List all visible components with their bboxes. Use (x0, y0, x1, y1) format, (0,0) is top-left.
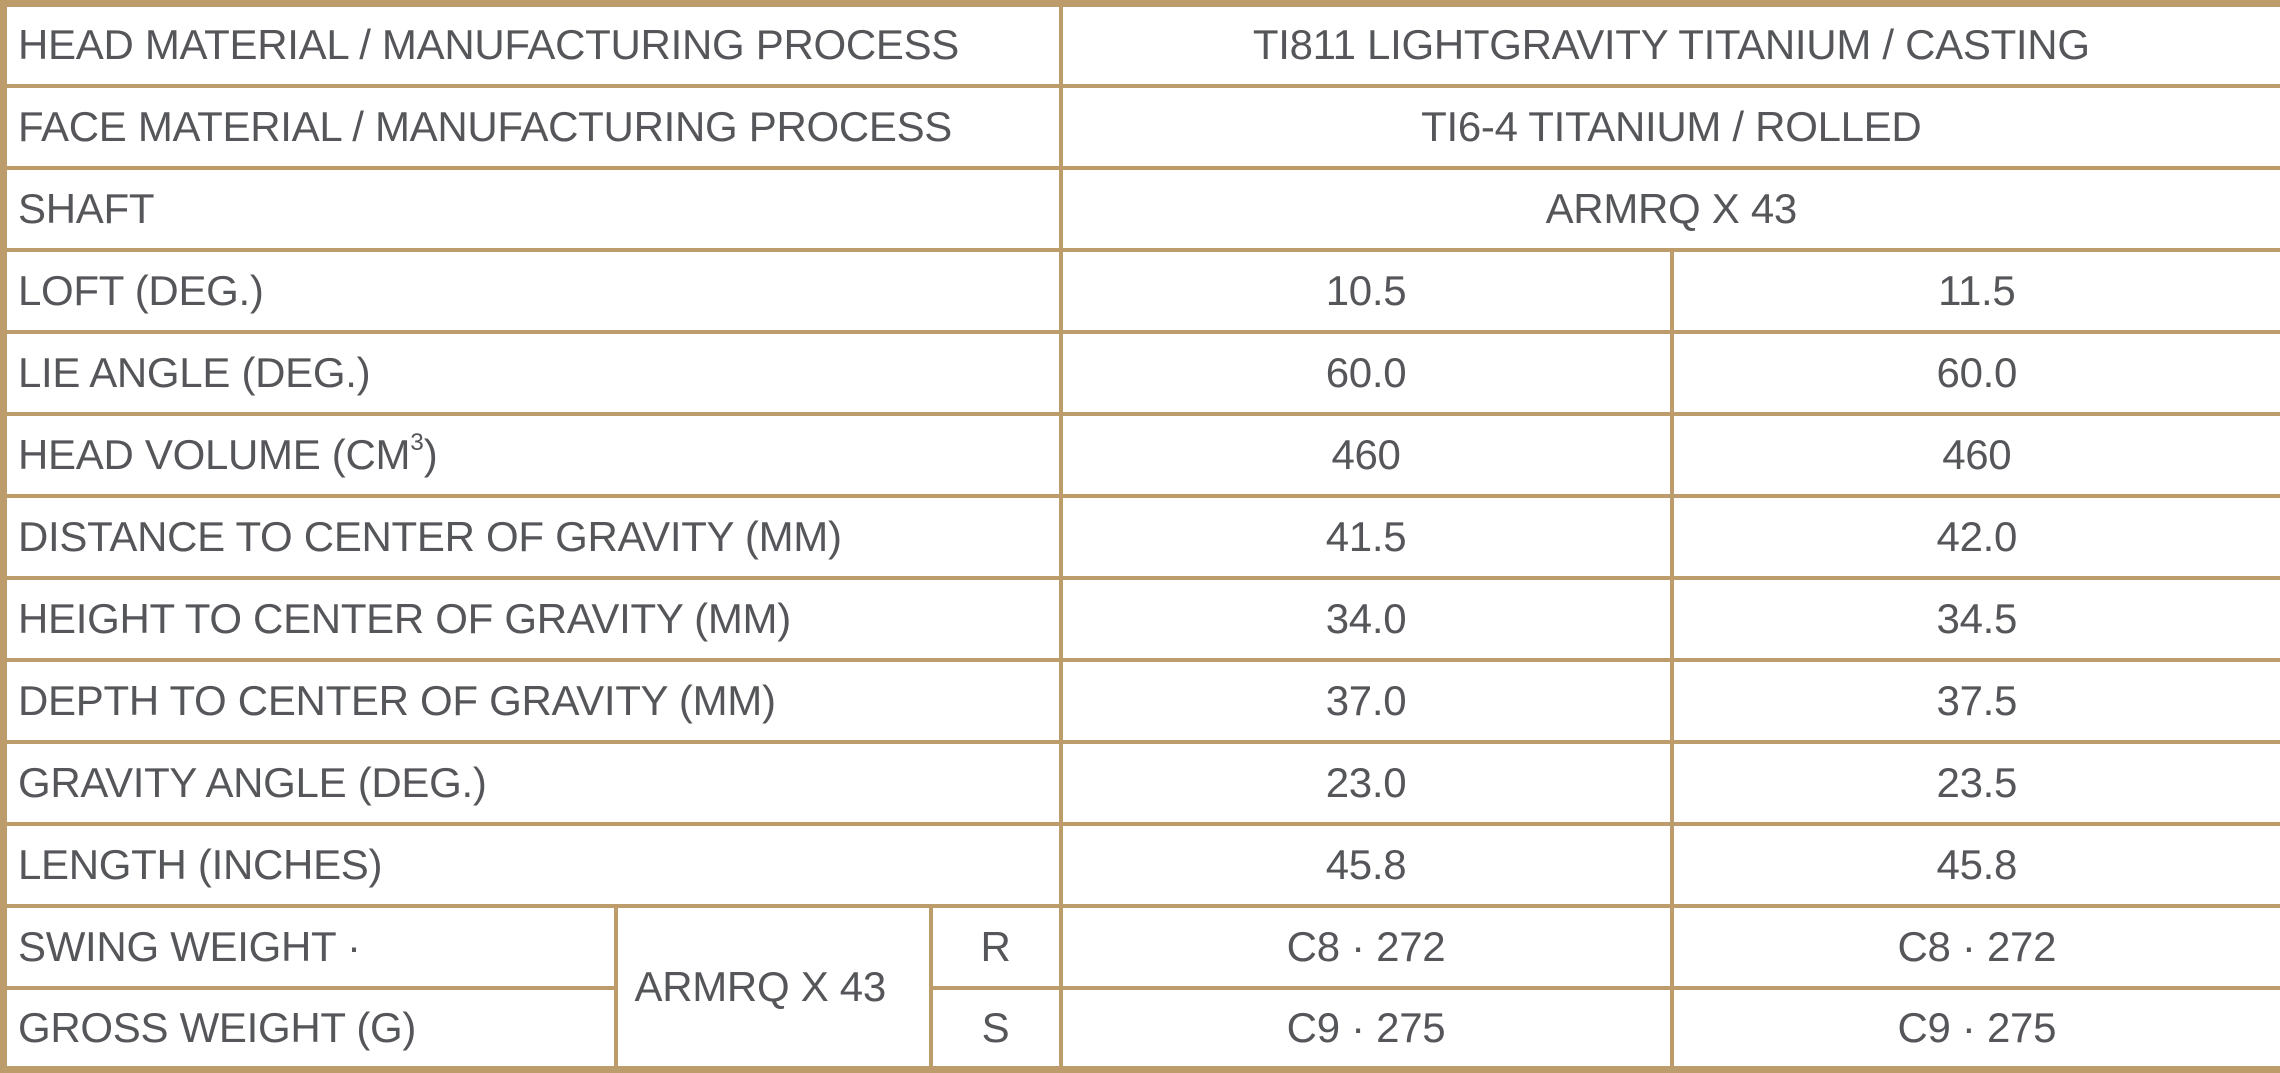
spec-value-height-cg-1: 34.0 (1058, 575, 1674, 662)
spec-label-swing-weight: SWING WEIGHT · (1, 903, 618, 990)
table-row: LENGTH (INCHES) 45.8 45.8 (1, 821, 2280, 908)
spec-label-distance-cg: DISTANCE TO CENTER OF GRAVITY (MM) (1, 493, 1063, 580)
swing-shaft-cell: ARMRQ X 43 (613, 903, 933, 1072)
spec-label-gravity-angle: GRAVITY ANGLE (DEG.) (1, 739, 1063, 826)
spec-value-height-cg-2: 34.5 (1669, 575, 2280, 662)
table-row: GRAVITY ANGLE (DEG.) 23.0 23.5 (1, 739, 2280, 826)
table-row: FACE MATERIAL / MANUFACTURING PROCESS TI… (1, 83, 2280, 170)
table-row: HEAD MATERIAL / MANUFACTURING PROCESS TI… (1, 1, 2280, 88)
spec-value-volume-2: 460 (1669, 411, 2280, 498)
spec-value-loft-1: 10.5 (1058, 247, 1674, 334)
spec-label-length: LENGTH (INCHES) (1, 821, 1063, 908)
flex-s-cell: S (928, 985, 1063, 1072)
spec-label-head-material: HEAD MATERIAL / MANUFACTURING PROCESS (1, 1, 1063, 88)
table-row: SHAFT ARMRQ X 43 (1, 165, 2280, 252)
spec-label-height-cg: HEIGHT TO CENTER OF GRAVITY (MM) (1, 575, 1063, 662)
swing-value-s-2: C9 · 275 (1669, 985, 2280, 1072)
spec-value-lie-2: 60.0 (1669, 329, 2280, 416)
table-row: LIE ANGLE (DEG.) 60.0 60.0 (1, 329, 2280, 416)
head-volume-paren: ) (423, 430, 438, 478)
swing-value-r-2: C8 · 272 (1669, 903, 2280, 990)
table-row: HEIGHT TO CENTER OF GRAVITY (MM) 34.0 34… (1, 575, 2280, 662)
spec-value-face-material: TI6-4 TITANIUM / ROLLED (1058, 83, 2280, 170)
spec-value-depth-cg-2: 37.5 (1669, 657, 2280, 744)
spec-value-distance-cg-1: 41.5 (1058, 493, 1674, 580)
spec-value-gravity-angle-2: 23.5 (1669, 739, 2280, 826)
spec-value-volume-1: 460 (1058, 411, 1674, 498)
spec-value-gravity-angle-1: 23.0 (1058, 739, 1674, 826)
table-row: HEAD VOLUME (CM3) 460 460 (1, 411, 2280, 498)
table-row: GROSS WEIGHT (G) S C9 · 275 C9 · 275 (1, 985, 2280, 1072)
spec-label-loft: LOFT (DEG.) (1, 247, 1063, 334)
table-row: DISTANCE TO CENTER OF GRAVITY (MM) 41.5 … (1, 493, 2280, 580)
head-volume-superscript: 3 (410, 428, 424, 456)
spec-label-face-material: FACE MATERIAL / MANUFACTURING PROCESS (1, 83, 1063, 170)
swing-value-r-1: C8 · 272 (1058, 903, 1674, 990)
spec-value-distance-cg-2: 42.0 (1669, 493, 2280, 580)
spec-value-loft-2: 11.5 (1669, 247, 2280, 334)
spec-value-head-material: TI811 LIGHTGRAVITY TITANIUM / CASTING (1058, 1, 2280, 88)
spec-value-depth-cg-1: 37.0 (1058, 657, 1674, 744)
spec-value-shaft: ARMRQ X 43 (1058, 165, 2280, 252)
spec-label-shaft: SHAFT (1, 165, 1063, 252)
spec-label-head-volume: HEAD VOLUME (CM3) (1, 411, 1063, 498)
spec-value-lie-1: 60.0 (1058, 329, 1674, 416)
swing-value-s-1: C9 · 275 (1058, 985, 1674, 1072)
table-row: LOFT (DEG.) 10.5 11.5 (1, 247, 2280, 334)
spec-value-length-2: 45.8 (1669, 821, 2280, 908)
flex-r-cell: R (928, 903, 1063, 990)
head-volume-text: HEAD VOLUME (CM (18, 430, 411, 478)
spec-label-depth-cg: DEPTH TO CENTER OF GRAVITY (MM) (1, 657, 1063, 744)
spec-label-lie-angle: LIE ANGLE (DEG.) (1, 329, 1063, 416)
spec-value-length-1: 45.8 (1058, 821, 1674, 908)
table-row: SWING WEIGHT · ARMRQ X 43 R C8 · 272 C8 … (1, 903, 2280, 1072)
spec-label-gross-weight: GROSS WEIGHT (G) (1, 985, 618, 1072)
table-row: DEPTH TO CENTER OF GRAVITY (MM) 37.0 37.… (1, 657, 2280, 744)
